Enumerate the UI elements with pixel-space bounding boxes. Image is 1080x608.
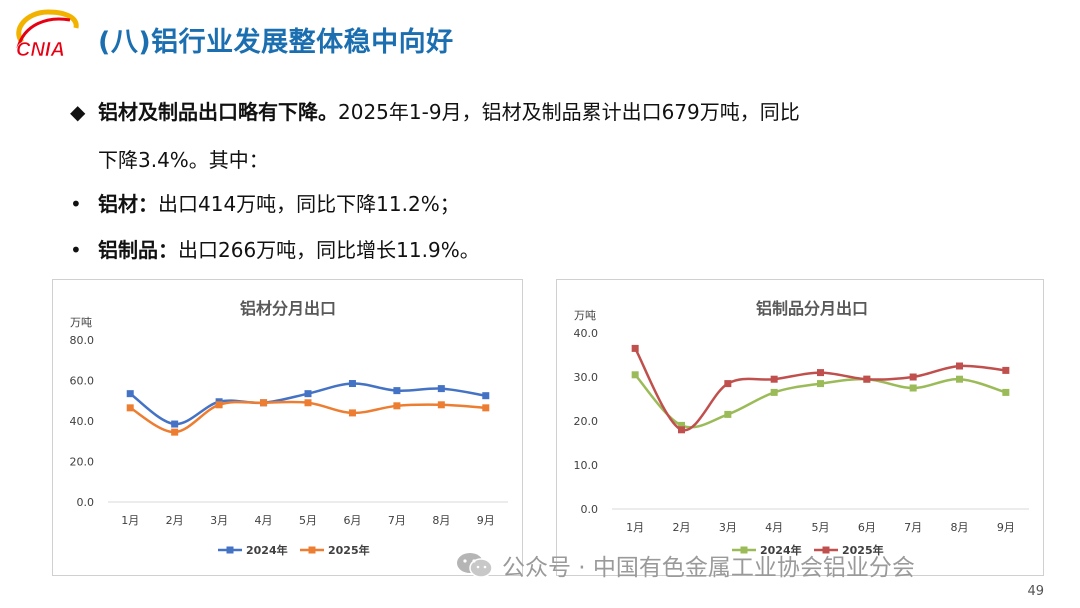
data-point [171, 428, 179, 436]
data-point [1002, 388, 1010, 396]
data-point [724, 380, 732, 388]
x-tick-label: 5月 [299, 514, 317, 527]
data-point [348, 409, 356, 417]
chart-title: 铝材分月出口 [240, 299, 336, 318]
data-point [909, 373, 917, 381]
dot-bullet-icon: • [70, 238, 82, 262]
x-tick-label: 5月 [812, 521, 830, 534]
sub-bullet-aluminum-bold: 铝材： [98, 192, 158, 216]
legend-label: 2025年 [842, 543, 884, 557]
y-tick-label: 0.0 [77, 496, 95, 509]
y-tick-label: 20.0 [70, 456, 95, 469]
y-tick-label: 10.0 [574, 459, 599, 472]
data-point [260, 399, 268, 407]
series-line [129, 400, 486, 434]
legend-marker [822, 546, 830, 554]
watermark-text: 公众号 · 中国有色金属工业协会铝业分会 [502, 555, 915, 581]
data-point [348, 380, 356, 388]
x-tick-label: 1月 [626, 521, 644, 534]
data-point [678, 421, 685, 429]
data-point [678, 426, 685, 434]
data-point [393, 402, 401, 410]
data-point [171, 420, 179, 428]
legend-marker [740, 546, 748, 554]
y-tick-label: 80.0 [70, 334, 95, 347]
data-point [437, 385, 445, 393]
x-tick-label: 2月 [673, 521, 691, 534]
legend-label: 2025年 [328, 543, 370, 557]
x-tick-label: 8月 [432, 514, 450, 527]
data-point [724, 410, 732, 418]
sub-bullet-products: • 铝制品：出口266万吨，同比增长11.9%。 [70, 234, 480, 263]
x-tick-label: 7月 [388, 514, 406, 527]
y-tick-label: 0.0 [581, 503, 599, 516]
sub-bullet-aluminum: • 铝材：出口414万吨，同比下降11.2%； [70, 188, 460, 217]
sub-bullet-products-text: 出口266万吨，同比增长11.9%。 [178, 238, 480, 262]
data-point [1002, 366, 1010, 374]
y-tick-label: 40.0 [574, 327, 599, 340]
data-point [956, 375, 963, 383]
main-bullet-bold: 铝材及制品出口略有下降。 [98, 100, 338, 124]
wechat-icon [457, 553, 493, 578]
y-tick-label: 40.0 [70, 415, 95, 428]
x-tick-label: 9月 [997, 521, 1015, 534]
data-point [482, 392, 490, 400]
data-point [956, 362, 963, 370]
axis-unit-label: 万吨 [70, 316, 92, 329]
chart-aluminum-products-exports: 铝制品分月出口万吨 0.0 10.0 20.0 30.0 40.0 1月 2月 3月 4月 5月 6月… [556, 279, 1044, 576]
main-bullet-text-1: 2025年1-9月，铝材及制品累计出口679万吨，同比 [338, 100, 800, 124]
x-tick-label: 3月 [210, 514, 228, 527]
data-point [631, 371, 639, 379]
y-tick-label: 30.0 [574, 371, 599, 384]
data-point [631, 344, 639, 352]
data-point [126, 390, 134, 398]
main-bullet-line-1: ◆ 铝材及制品出口略有下降。2025年1-9月，铝材及制品累计出口679万吨，同比 [70, 96, 800, 125]
sub-bullet-aluminum-text: 出口414万吨，同比下降11.2%； [158, 192, 460, 216]
data-point [770, 375, 778, 383]
data-point [304, 399, 312, 407]
data-point [126, 404, 134, 412]
page-title: (八)铝行业发展整体稳中向好 [98, 27, 454, 58]
legend-label: 2024年 [246, 543, 288, 557]
sub-bullet-products-bold: 铝制品： [98, 238, 178, 262]
x-tick-label: 1月 [121, 514, 139, 527]
x-tick-label: 2月 [166, 514, 184, 527]
x-tick-label: 7月 [904, 521, 922, 534]
series-line [634, 347, 1006, 432]
data-point [770, 388, 778, 396]
x-tick-label: 6月 [858, 521, 876, 534]
data-point [909, 384, 917, 392]
data-point [304, 390, 312, 398]
chart-title: 铝制品分月出口 [756, 299, 868, 318]
x-tick-label: 9月 [477, 514, 495, 527]
dot-bullet-icon: • [70, 192, 82, 216]
data-point [437, 401, 445, 409]
x-tick-label: 8月 [951, 521, 969, 534]
data-point [817, 369, 824, 377]
legend-marker [308, 546, 316, 554]
y-tick-label: 60.0 [70, 375, 95, 388]
logo-text: CNIA [16, 39, 65, 58]
x-tick-label: 6月 [343, 514, 361, 527]
data-point [393, 387, 401, 395]
y-tick-label: 20.0 [574, 415, 599, 428]
legend-label: 2024年 [760, 543, 802, 557]
cnia-logo: CNIA [16, 9, 79, 58]
data-point [817, 380, 824, 388]
x-tick-label: 4月 [765, 521, 783, 534]
data-point [863, 375, 871, 383]
axis-unit-label: 万吨 [574, 309, 596, 322]
main-bullet-text-2: 下降3.4%。其中： [98, 148, 269, 172]
chart-aluminum-exports: 铝材分月出口万吨 0.0 20.0 40.0 60.0 80.0 1月 2月 3月 4月 5月 6月 7… [52, 279, 523, 576]
page-number: 49 [1027, 584, 1044, 599]
x-tick-label: 3月 [719, 521, 737, 534]
diamond-bullet-icon: ◆ [70, 100, 86, 124]
x-tick-label: 4月 [255, 514, 273, 527]
data-point [215, 401, 223, 409]
legend-marker [226, 546, 234, 554]
data-point [482, 404, 490, 412]
